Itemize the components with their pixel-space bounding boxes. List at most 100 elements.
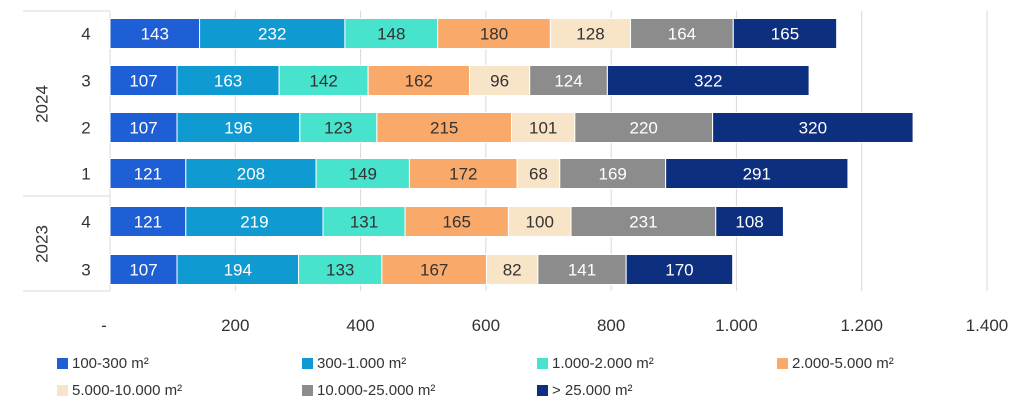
bar-segment — [537, 254, 627, 285]
data-label: 164 — [668, 25, 696, 44]
legend-swatch — [302, 358, 313, 369]
bar-segment — [109, 65, 178, 96]
data-label: 291 — [743, 165, 771, 184]
data-label: 169 — [599, 165, 627, 184]
data-label: 131 — [350, 213, 378, 232]
quarter-label: 4 — [81, 213, 90, 232]
data-label: 215 — [430, 119, 458, 138]
bar-segment — [109, 254, 178, 285]
bar-segment — [404, 206, 509, 237]
data-label: 165 — [771, 25, 799, 44]
legend-label: 1.000-2.000 m² — [552, 355, 654, 372]
legend-swatch — [537, 358, 548, 369]
bar-segment — [529, 65, 608, 96]
data-label: 208 — [237, 165, 265, 184]
bar-segment — [732, 18, 838, 49]
data-label: 121 — [134, 213, 162, 232]
data-label: 101 — [529, 119, 557, 138]
x-tick-label: 1.400 — [966, 316, 1009, 335]
x-tick-label: - — [101, 316, 107, 335]
bar-segment — [507, 206, 572, 237]
data-label: 219 — [240, 213, 268, 232]
data-label: 107 — [129, 261, 157, 280]
x-tick-label: 200 — [221, 316, 249, 335]
data-label: 165 — [443, 213, 471, 232]
legend-label: 300-1.000 m² — [317, 355, 407, 372]
quarter-label: 4 — [81, 25, 90, 44]
legend-label: 5.000-10.000 m² — [72, 382, 183, 399]
bar-segment — [185, 158, 317, 189]
legend-item: 1.000-2.000 m² — [537, 355, 654, 372]
bar-segment — [278, 65, 369, 96]
quarter-label: 3 — [81, 72, 90, 91]
legend-swatch — [537, 385, 548, 396]
x-tick-label: 1.000 — [715, 316, 758, 335]
data-label: 220 — [630, 119, 658, 138]
bar-segment — [570, 206, 717, 237]
bar-segment — [485, 254, 539, 285]
data-label: 149 — [349, 165, 377, 184]
data-label: 96 — [490, 72, 509, 91]
data-label: 194 — [224, 261, 252, 280]
bar-segment — [109, 18, 201, 49]
legend-label: > 25.000 m² — [552, 382, 633, 399]
legend-label: 2.000-5.000 m² — [792, 355, 894, 372]
data-label: 196 — [224, 119, 252, 138]
bar-segment — [109, 158, 187, 189]
data-label: 148 — [377, 25, 405, 44]
legend-item: 5.000-10.000 m² — [57, 382, 182, 399]
data-label: 133 — [326, 261, 354, 280]
data-label: 180 — [480, 25, 508, 44]
data-label: 162 — [405, 72, 433, 91]
data-label: 141 — [568, 261, 596, 280]
quarter-label: 2 — [81, 119, 90, 138]
data-label: 143 — [141, 25, 169, 44]
data-label: 107 — [129, 72, 157, 91]
data-label: 231 — [629, 213, 657, 232]
data-label: 170 — [665, 261, 693, 280]
bar-segment — [199, 18, 346, 49]
x-tick-label: 800 — [597, 316, 625, 335]
legend-swatch — [57, 385, 68, 396]
bar-segment — [630, 18, 734, 49]
bar-segment — [437, 18, 551, 49]
legend-item: 10.000-25.000 m² — [302, 382, 435, 399]
data-label: 320 — [799, 119, 827, 138]
year-label: 2023 — [32, 225, 51, 263]
bar-segment — [625, 254, 734, 285]
legend-label: 10.000-25.000 m² — [317, 382, 436, 399]
bar-segment — [516, 158, 561, 189]
data-label: 121 — [134, 165, 162, 184]
data-label: 163 — [214, 72, 242, 91]
bar-segment — [322, 206, 406, 237]
bar-segment — [715, 206, 784, 237]
legend-swatch — [302, 385, 313, 396]
data-label: 108 — [735, 213, 763, 232]
quarter-label: 3 — [81, 261, 90, 280]
data-label: 100 — [526, 213, 554, 232]
bar-segment — [712, 112, 914, 143]
legend-swatch — [57, 358, 68, 369]
bar-segment — [367, 65, 471, 96]
bar-segment — [176, 65, 280, 96]
data-label: 232 — [258, 25, 286, 44]
bar-segment — [109, 112, 178, 143]
legend-item: 300-1.000 m² — [302, 355, 406, 372]
data-label: 123 — [324, 119, 352, 138]
data-label: 142 — [309, 72, 337, 91]
data-label: 82 — [503, 261, 522, 280]
bar-segment — [549, 18, 632, 49]
x-tick-label: 1.200 — [840, 316, 883, 335]
legend-item: 2.000-5.000 m² — [777, 355, 894, 372]
legend: 100-300 m² 300-1.000 m² 1.000-2.000 m² 2.00… — [57, 355, 1017, 407]
x-tick-label: 600 — [472, 316, 500, 335]
data-label: 172 — [449, 165, 477, 184]
legend-item: > 25.000 m² — [537, 382, 632, 399]
data-label: 322 — [694, 72, 722, 91]
legend-swatch — [777, 358, 788, 369]
year-label: 2024 — [32, 85, 51, 123]
bar-segment — [176, 254, 300, 285]
x-tick-label: 400 — [346, 316, 374, 335]
bar-segment — [665, 158, 849, 189]
